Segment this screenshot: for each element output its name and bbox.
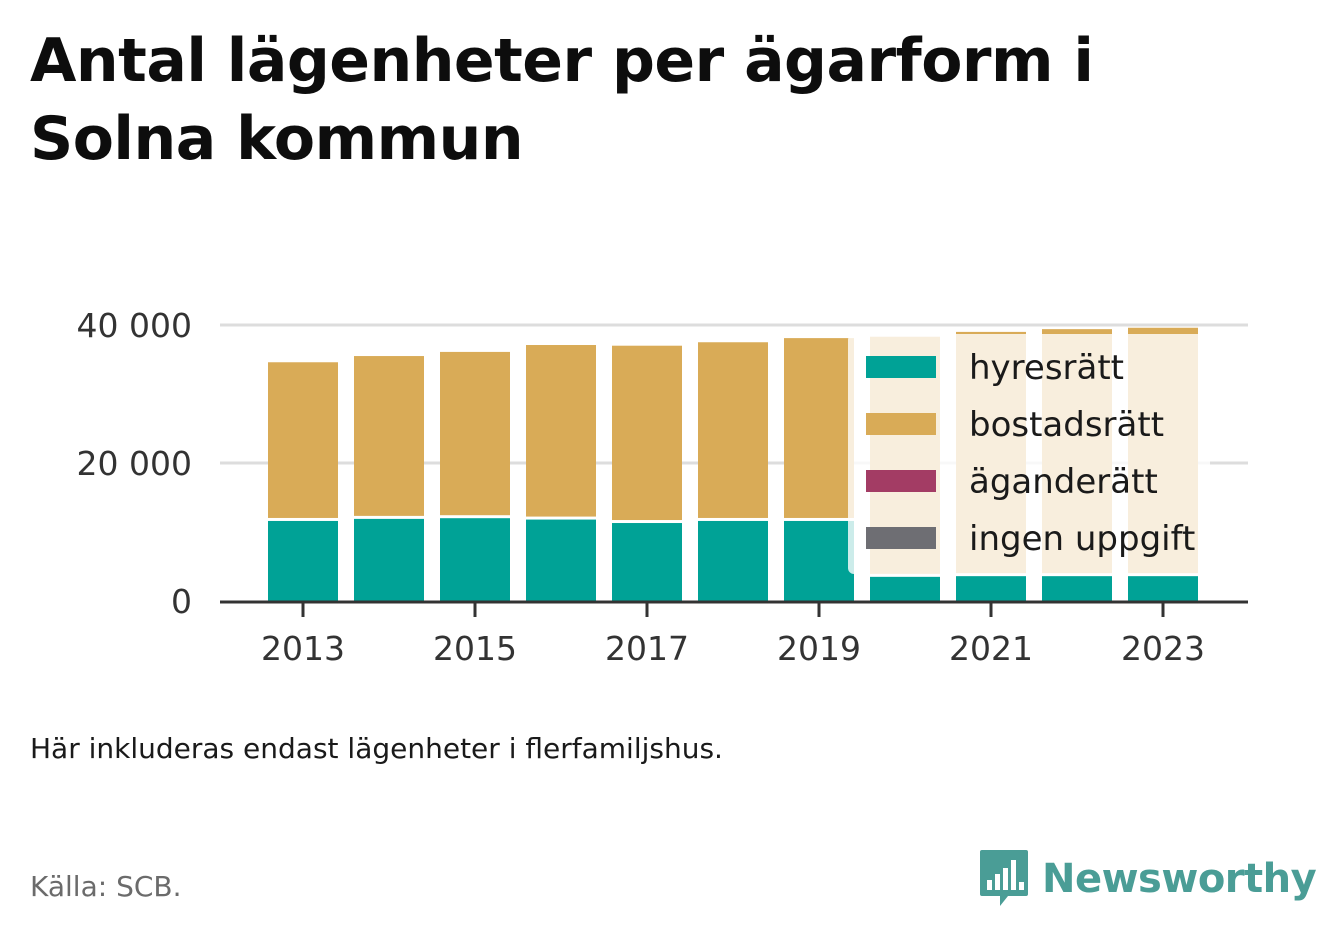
legend-swatch bbox=[866, 413, 936, 435]
bar-segment bbox=[698, 342, 768, 518]
newsworthy-logo[interactable]: Newsworthy bbox=[978, 848, 1317, 910]
bar-segment bbox=[268, 520, 338, 601]
stacked-bar-chart: 0 20 000 40 000 2013 2015 2017 2019 2021 2023 h… bbox=[77, 306, 1248, 668]
bar-segment bbox=[1128, 576, 1198, 601]
bar-segment bbox=[612, 345, 682, 521]
legend-swatch bbox=[866, 470, 936, 492]
x-tick-label: 2013 bbox=[261, 629, 345, 668]
x-tick-label: 2023 bbox=[1121, 629, 1205, 668]
bar-chart-logo-icon bbox=[980, 850, 1028, 906]
legend-label: ingen uppgift bbox=[969, 519, 1195, 559]
x-tick-label: 2021 bbox=[949, 629, 1033, 668]
x-tick-label: 2017 bbox=[605, 629, 689, 668]
chart-note: Här inkluderas endast lägenheter i flerf… bbox=[30, 732, 723, 765]
y-tick-label: 0 bbox=[171, 582, 192, 621]
y-axis-ticks: 0 20 000 40 000 bbox=[77, 306, 192, 621]
source-credit: Källa: SCB. bbox=[30, 870, 182, 903]
bar-segment bbox=[526, 345, 596, 517]
legend-label: bostadsrätt bbox=[969, 405, 1164, 445]
legend-swatch bbox=[866, 356, 936, 378]
legend-swatch bbox=[866, 527, 936, 549]
legend-label: hyresrätt bbox=[969, 348, 1124, 388]
y-tick-label: 40 000 bbox=[77, 306, 192, 345]
bar-segment bbox=[440, 518, 510, 601]
bar-segment bbox=[870, 576, 940, 601]
bar-segment bbox=[956, 576, 1026, 601]
legend: hyresrätt bostadsrätt äganderätt ingen uppg… bbox=[848, 334, 1210, 574]
bar-segment bbox=[1042, 576, 1112, 601]
bar-segment bbox=[784, 338, 854, 518]
x-tick-label: 2015 bbox=[433, 629, 517, 668]
bar-segment bbox=[354, 356, 424, 516]
bar-segment bbox=[698, 520, 768, 601]
bar-segment bbox=[268, 362, 338, 518]
bar-segment bbox=[354, 518, 424, 601]
legend-items: hyresrätt bostadsrätt äganderätt ingen uppg… bbox=[866, 348, 1195, 559]
legend-background bbox=[848, 334, 1210, 574]
bar-segment bbox=[784, 520, 854, 601]
bar-segment bbox=[612, 523, 682, 601]
bar-segment bbox=[526, 519, 596, 601]
legend-label: äganderätt bbox=[969, 462, 1158, 502]
y-tick-label: 20 000 bbox=[77, 444, 192, 483]
brand-name: Newsworthy bbox=[1042, 856, 1317, 902]
x-tick-label: 2019 bbox=[777, 629, 861, 668]
chart-title: Antal lägenheter per ägarform i Solna ko… bbox=[30, 26, 1094, 174]
bar-segment bbox=[440, 351, 510, 516]
x-axis-ticks: 2013 2015 2017 2019 2021 2023 bbox=[261, 603, 1205, 668]
